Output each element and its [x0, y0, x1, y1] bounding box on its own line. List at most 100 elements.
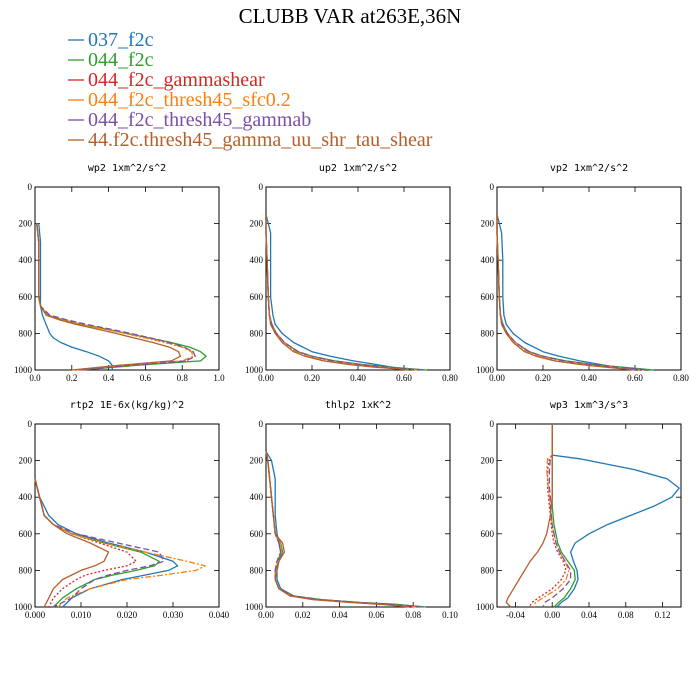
y-tick-label: 200 — [481, 456, 495, 466]
y-tick-label: 600 — [481, 292, 495, 302]
panel-title: wp3 1xm^3/s^3 — [550, 400, 628, 411]
x-tick-label: 0.00 — [544, 610, 560, 620]
panel-title: thlp2 1xK^2 — [325, 400, 391, 411]
legend-entry: 037_f2c — [88, 29, 154, 51]
series-line — [265, 214, 418, 371]
series-line — [36, 223, 182, 371]
y-tick-label: 600 — [481, 529, 495, 539]
y-tick-label: 1000 — [245, 365, 264, 375]
plot-frame — [496, 423, 682, 608]
series-line — [34, 478, 110, 608]
x-tick-label: 0.12 — [655, 610, 671, 620]
y-tick-label: 800 — [250, 565, 264, 575]
y-tick-label: 600 — [19, 292, 33, 302]
x-tick-label: 0.04 — [332, 610, 348, 620]
chart-panel: rtp2 1E-6x(kg/kg)^2 0 200 400 600 800 10000.00… — [14, 400, 230, 620]
x-tick-label: 0.60 — [396, 373, 412, 383]
y-tick-label: 600 — [250, 292, 264, 302]
x-tick-label: 0.2 — [66, 373, 77, 383]
y-tick-label: 200 — [481, 219, 495, 229]
plot-frame — [265, 423, 451, 608]
series-line — [265, 214, 423, 371]
x-tick-label: -0.04 — [506, 610, 525, 620]
series-line — [496, 214, 649, 371]
x-tick-label: 0.40 — [350, 373, 366, 383]
series-line — [528, 424, 567, 608]
plot-frame — [34, 186, 220, 371]
series-line — [265, 451, 423, 608]
panel-title: up2 1xm^2/s^2 — [319, 163, 397, 174]
series-line — [265, 214, 418, 371]
legend-entry: 44.f2c.thresh45_gamma_uu_shr_tau_shear — [88, 129, 433, 151]
x-tick-label: 0.20 — [304, 373, 320, 383]
y-tick-label: 0 — [28, 419, 33, 429]
x-tick-label: 0.06 — [369, 610, 385, 620]
y-tick-label: 0 — [490, 419, 495, 429]
y-tick-label: 400 — [481, 492, 495, 502]
y-tick-label: 800 — [481, 328, 495, 338]
x-tick-label: 0.00 — [258, 373, 274, 383]
y-tick-label: 200 — [250, 219, 264, 229]
x-tick-label: 0.040 — [209, 610, 230, 620]
y-tick-label: 200 — [19, 219, 33, 229]
y-tick-label: 800 — [250, 328, 264, 338]
x-tick-label: 0.80 — [673, 373, 689, 383]
y-tick-label: 1000 — [245, 602, 264, 612]
series-line — [505, 424, 553, 608]
y-tick-label: 0 — [28, 182, 33, 192]
x-tick-label: 0.8 — [177, 373, 189, 383]
series-line — [34, 478, 165, 608]
x-tick-label: 0.020 — [117, 610, 138, 620]
y-tick-label: 0 — [259, 182, 264, 192]
y-tick-label: 1000 — [476, 365, 495, 375]
legend: 037_f2c044_f2c044_f2c_gammashear044_f2c_… — [68, 29, 433, 151]
y-tick-label: 800 — [481, 565, 495, 575]
figure-title: CLUBB VAR at263E,36N — [239, 4, 462, 28]
x-tick-label: 0.02 — [295, 610, 311, 620]
panel-title: rtp2 1E-6x(kg/kg)^2 — [70, 400, 184, 411]
panel-title: vp2 1xm^2/s^2 — [550, 163, 628, 174]
x-tick-label: 0.030 — [163, 610, 184, 620]
y-tick-label: 200 — [19, 456, 33, 466]
y-tick-label: 400 — [19, 255, 33, 265]
y-tick-label: 600 — [19, 529, 33, 539]
y-tick-label: 600 — [250, 529, 264, 539]
x-tick-label: 1.0 — [213, 373, 225, 383]
y-tick-label: 400 — [19, 492, 33, 502]
x-tick-label: 0.010 — [71, 610, 92, 620]
x-tick-label: 0.04 — [581, 610, 597, 620]
x-tick-label: 0.00 — [258, 610, 274, 620]
y-tick-label: 800 — [19, 328, 33, 338]
x-tick-label: 0.60 — [627, 373, 643, 383]
series-line — [551, 424, 680, 608]
series-line — [265, 451, 427, 608]
series-line — [265, 214, 409, 371]
series-line — [542, 424, 572, 608]
y-tick-label: 200 — [250, 456, 264, 466]
x-tick-label: 0.20 — [535, 373, 551, 383]
legend-entry: 044_f2c_gammashear — [88, 69, 265, 91]
panel-title: wp2 1xm^2/s^2 — [88, 163, 166, 174]
legend-entry: 044_f2c_thresh45_sfc0.2 — [88, 89, 291, 111]
x-tick-label: 0.80 — [442, 373, 458, 383]
x-tick-label: 0.08 — [405, 610, 421, 620]
series-line — [38, 223, 113, 370]
y-tick-label: 1000 — [14, 365, 33, 375]
x-tick-label: 0.000 — [25, 610, 46, 620]
y-tick-label: 1000 — [476, 602, 495, 612]
y-tick-label: 400 — [481, 255, 495, 265]
series-line — [265, 451, 410, 608]
x-tick-label: 0.4 — [103, 373, 115, 383]
series-line — [34, 478, 137, 608]
x-tick-label: 0.08 — [618, 610, 634, 620]
series-line — [36, 223, 207, 371]
series-line — [533, 424, 570, 608]
x-tick-label: 0.0 — [29, 373, 41, 383]
y-tick-label: 0 — [259, 419, 264, 429]
